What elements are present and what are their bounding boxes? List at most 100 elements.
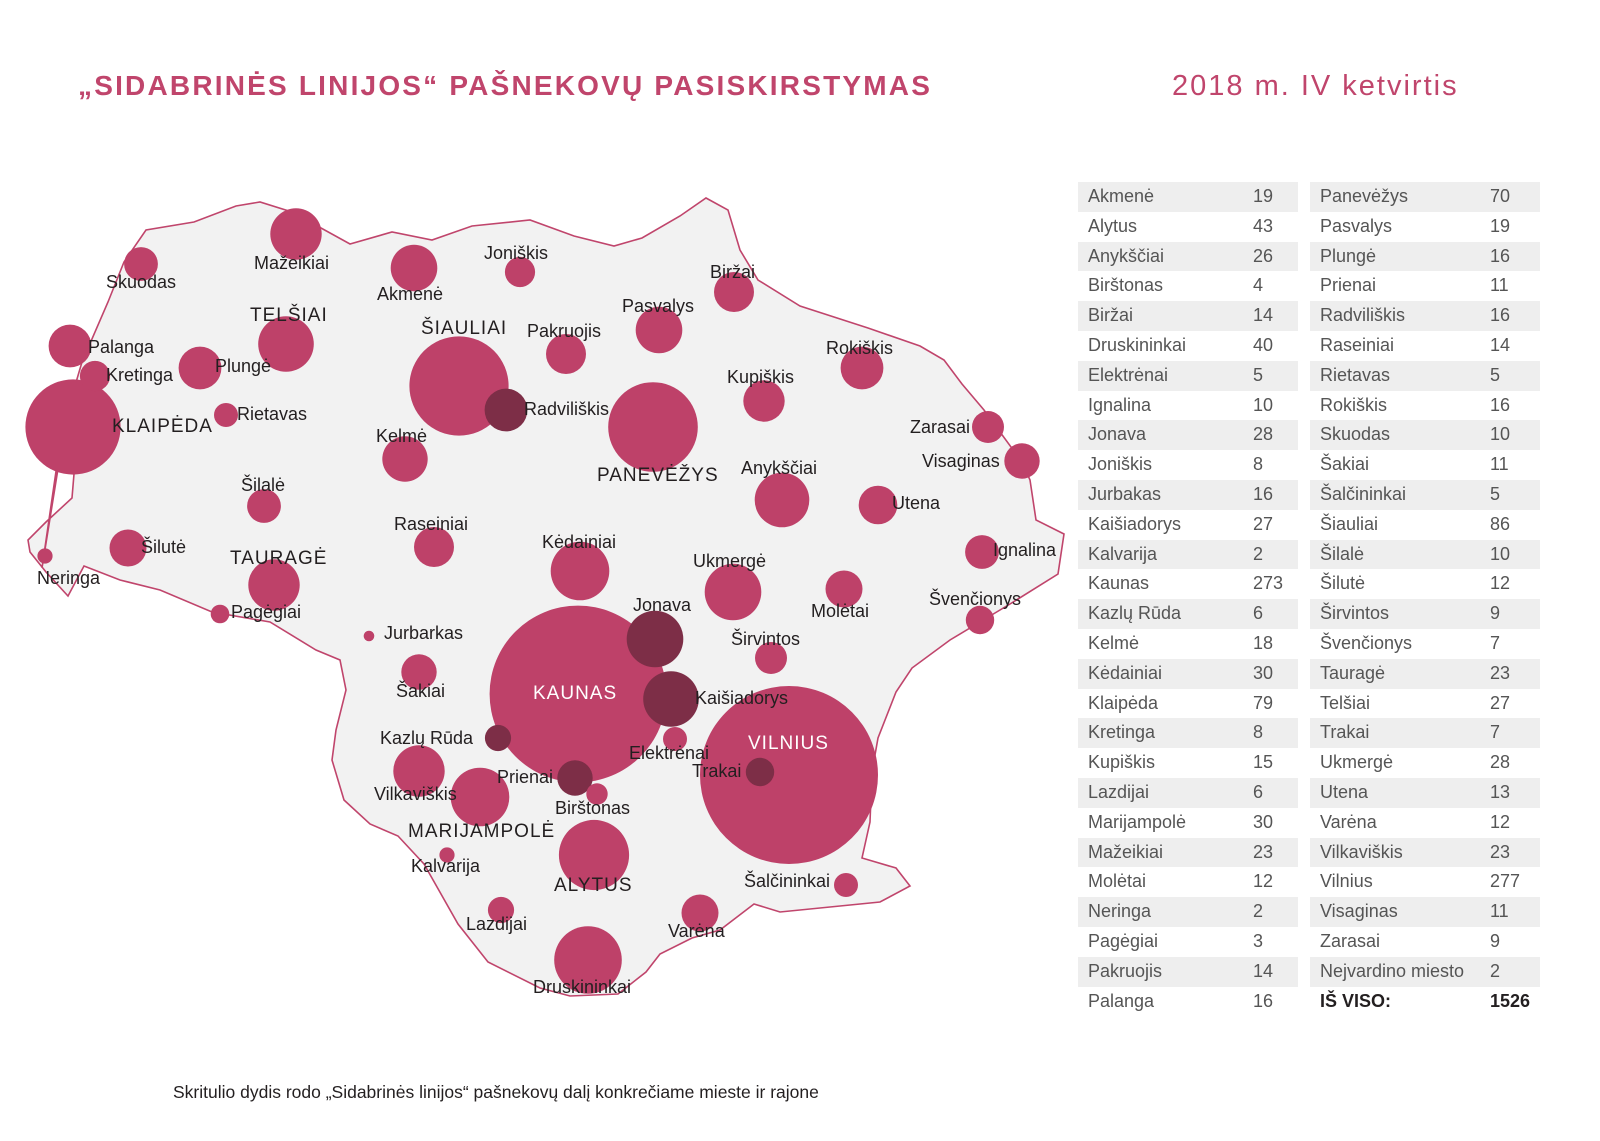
city-count: 26 — [1253, 245, 1274, 266]
city-name: Utena — [1320, 781, 1369, 802]
city-circle-birzai — [714, 272, 754, 312]
city-count: 27 — [1490, 692, 1511, 713]
city-name: Kaunas — [1088, 573, 1150, 594]
city-circle-taurage — [248, 559, 300, 611]
city-label-siauliai: ŠIAULIAI — [421, 317, 507, 339]
city-name: Kazlų Rūda — [1088, 603, 1182, 624]
table-row: Pagėgiai 3 — [1078, 927, 1298, 957]
city-label-pasvalys: Pasvalys — [622, 296, 694, 316]
table-left: Akmenė 19 Alytus 43 Anykščiai 26 Birštonas 4 Bir… — [1078, 182, 1298, 1016]
city-circle-joniskis — [504, 256, 536, 288]
table-row: Lazdijai 6 — [1078, 777, 1298, 808]
city-count: 16 — [1253, 990, 1274, 1011]
city-name: Molėtai — [1088, 871, 1147, 892]
city-circle-varena — [681, 894, 719, 932]
city-circle-kalvarija — [439, 847, 455, 863]
city-name: Širvintos — [1320, 603, 1390, 624]
city-label-neringa: Neringa — [37, 568, 101, 588]
city-label-jonava: Jonava — [633, 595, 692, 615]
table-row: Rietavas 5 — [1310, 360, 1540, 391]
table-row: Kalvarija 2 — [1078, 539, 1298, 570]
city-circle-svencionys — [965, 605, 995, 635]
table-row: Radviliškis 16 — [1310, 301, 1540, 331]
table-row: Prienai 11 — [1310, 271, 1540, 301]
city-circle-raseiniai — [414, 527, 454, 567]
city-circle-palanga — [48, 324, 92, 368]
city-label-alytus: ALYTUS — [554, 875, 633, 896]
city-name: Elektrėnai — [1088, 364, 1169, 385]
table-row: Klaipėda 79 — [1078, 689, 1298, 719]
city-name: Skuodas — [1320, 424, 1391, 445]
city-label-palanga: Palanga — [88, 337, 155, 357]
city-circle-kedainiai — [550, 541, 610, 601]
city-name: Neringa — [1088, 901, 1152, 922]
city-label-salcininkai: Šalčininkai — [744, 870, 830, 891]
city-name: Varėna — [1320, 811, 1377, 832]
city-name: Kėdainiai — [1088, 662, 1163, 683]
city-label-kaisiadorys: Kaišiadorys — [695, 688, 788, 708]
city-count: 28 — [1253, 424, 1274, 445]
city-count: 14 — [1253, 960, 1274, 981]
city-label-lazdijai: Lazdijai — [466, 914, 527, 934]
city-name: Telšiai — [1320, 692, 1371, 713]
table-row: Neringa 2 — [1078, 897, 1298, 927]
city-name: Palanga — [1088, 990, 1155, 1011]
city-count: 6 — [1253, 603, 1264, 624]
table-row: Akmenė 19 — [1078, 182, 1298, 212]
table-row: Telšiai 27 — [1310, 689, 1540, 719]
city-name: Kretinga — [1088, 722, 1156, 743]
city-circle-klaipeda — [25, 379, 121, 475]
city-circle-siauliai — [409, 336, 509, 436]
table-row: Švenčionys 7 — [1310, 629, 1540, 659]
city-circle-jurbarkas — [363, 630, 375, 642]
table-row: Šilalė 10 — [1310, 539, 1540, 570]
chart-title: „SIDABRINĖS LINIJOS“ PAŠNEKOVŲ PASISKIRS… — [78, 70, 933, 101]
table-row: Šiauliai 86 — [1310, 510, 1540, 540]
lithuania-map: Mažeikiai Skuodas Akmenė Joniškis Biržai Pasv… — [25, 197, 1065, 997]
city-label-utena: Utena — [892, 493, 941, 513]
city-count: 6 — [1253, 781, 1264, 802]
table-right: Panevėžys 70 Pasvalys 19 Plungė 16 Prienai 11 Ra… — [1310, 182, 1540, 1016]
city-count: 23 — [1253, 841, 1274, 862]
city-label-trakai: Trakai — [692, 761, 741, 781]
city-circle-vilnius — [700, 686, 878, 864]
city-count: 7 — [1490, 632, 1501, 653]
city-label-skuodas: Skuodas — [106, 272, 176, 292]
city-count: 11 — [1490, 454, 1509, 475]
city-label-kazlu_ruda: Kazlų Rūda — [380, 728, 474, 748]
city-label-plunge: Plungė — [215, 356, 271, 376]
table-row: Ignalina 10 — [1078, 391, 1298, 421]
city-circle-neringa — [37, 548, 53, 564]
table-row: Trakai 7 — [1310, 718, 1540, 749]
table-row: Panevėžys 70 — [1310, 182, 1540, 212]
city-name: Kaišiadorys — [1088, 513, 1182, 534]
city-label-birzai: Biržai — [710, 262, 755, 282]
city-circle-kretinga — [79, 360, 111, 392]
table-row: Raseiniai 14 — [1310, 331, 1540, 361]
city-name: Plungė — [1320, 245, 1377, 266]
city-count: 16 — [1490, 245, 1511, 266]
city-name: Šakiai — [1320, 454, 1370, 475]
table-row: Kėdainiai 30 — [1078, 658, 1298, 689]
city-count: 9 — [1490, 603, 1501, 624]
city-label-pagegiai: Pagėgiai — [231, 602, 301, 622]
table-row: Pasvalys 19 — [1310, 212, 1540, 242]
city-circle-skuodas — [124, 247, 158, 281]
city-count: 5 — [1490, 364, 1501, 385]
city-name: Biržai — [1088, 305, 1134, 326]
city-name: Radviliškis — [1320, 305, 1406, 326]
city-count: 2 — [1253, 901, 1264, 922]
city-circle-lazdijai — [487, 896, 515, 924]
city-name: Ukmergė — [1320, 752, 1394, 773]
city-count: 14 — [1490, 334, 1511, 355]
city-label-joniskis: Joniškis — [484, 243, 548, 263]
city-label-silale: Šilalė — [241, 474, 285, 495]
city-circle-radviliskis — [484, 388, 528, 432]
table-row: Zarasai 9 — [1310, 927, 1540, 957]
table-row: Jonava 28 — [1078, 420, 1298, 451]
table-row: Elektrėnai 5 — [1078, 360, 1298, 391]
city-label-panevezys: PANEVĖŽYS — [597, 464, 719, 486]
city-name: Švenčionys — [1320, 632, 1413, 653]
table-row: Kupiškis 15 — [1078, 748, 1298, 778]
city-label-jurbarkas: Jurbarkas — [384, 623, 463, 643]
